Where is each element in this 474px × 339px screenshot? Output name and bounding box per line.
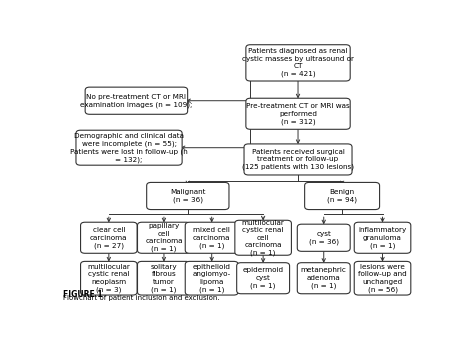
FancyBboxPatch shape (246, 45, 350, 81)
Text: lesions were
follow-up and
unchanged
(n = 56): lesions were follow-up and unchanged (n … (358, 264, 407, 293)
FancyBboxPatch shape (146, 182, 229, 210)
FancyBboxPatch shape (185, 261, 238, 295)
FancyBboxPatch shape (137, 261, 191, 295)
Text: epidermoid
cyst
(n = 1): epidermoid cyst (n = 1) (243, 267, 284, 289)
Text: multilocular
cystic renal
neoplasm
(n = 3): multilocular cystic renal neoplasm (n = … (87, 264, 130, 293)
Text: Flowchart of patient inclusion and exclusion.: Flowchart of patient inclusion and exclu… (63, 295, 219, 301)
FancyBboxPatch shape (305, 182, 380, 210)
Text: Patients received surgical
treatment or follow-up
(125 patients with 130 lesions: Patients received surgical treatment or … (242, 149, 354, 170)
Text: mixed cell
carcinoma
(n = 1): mixed cell carcinoma (n = 1) (193, 227, 230, 248)
FancyBboxPatch shape (85, 87, 188, 114)
FancyBboxPatch shape (81, 261, 137, 295)
Text: Malignant
(n = 36): Malignant (n = 36) (170, 189, 206, 203)
FancyBboxPatch shape (137, 222, 191, 253)
Text: epithelioid
angiomyo-
lipoma
(n = 1): epithelioid angiomyo- lipoma (n = 1) (192, 264, 231, 293)
Text: Pre-treatment CT or MRI was
performed
(n = 312): Pre-treatment CT or MRI was performed (n… (246, 103, 350, 124)
FancyBboxPatch shape (297, 224, 350, 251)
FancyBboxPatch shape (185, 222, 238, 253)
Text: multilocular
cystic renal
cell
carcinoma
(n = 1): multilocular cystic renal cell carcinoma… (242, 220, 284, 256)
Text: Benign
(n = 94): Benign (n = 94) (327, 189, 357, 203)
FancyBboxPatch shape (354, 222, 411, 253)
Text: inflammatory
granuloma
(n = 1): inflammatory granuloma (n = 1) (358, 227, 407, 248)
Text: FIGURE 1: FIGURE 1 (63, 290, 102, 299)
Text: solitary
fibrous
tumor
(n = 1): solitary fibrous tumor (n = 1) (151, 264, 177, 293)
Text: papillary
cell
carcinoma
(n = 1): papillary cell carcinoma (n = 1) (145, 223, 182, 252)
FancyBboxPatch shape (237, 263, 290, 294)
Text: metanephric
adenoma
(n = 1): metanephric adenoma (n = 1) (301, 267, 346, 289)
Text: cyst
(n = 36): cyst (n = 36) (309, 231, 339, 245)
FancyBboxPatch shape (76, 130, 182, 165)
FancyBboxPatch shape (81, 222, 137, 253)
FancyBboxPatch shape (244, 144, 352, 175)
Text: Demographic and clinical data
were incomplete (n = 55);
Patients were lost in fo: Demographic and clinical data were incom… (70, 133, 188, 163)
Text: clear cell
carcinoma
(n = 27): clear cell carcinoma (n = 27) (90, 227, 128, 248)
Text: Patients diagnosed as renal
cystic masses by ultrasound or
CT
(n = 421): Patients diagnosed as renal cystic masse… (242, 48, 354, 77)
FancyBboxPatch shape (235, 220, 292, 255)
FancyBboxPatch shape (246, 98, 350, 129)
Text: No pre-treatment CT or MRI
examination images (n = 109);: No pre-treatment CT or MRI examination i… (80, 94, 192, 108)
FancyBboxPatch shape (297, 263, 350, 294)
FancyBboxPatch shape (354, 261, 411, 295)
